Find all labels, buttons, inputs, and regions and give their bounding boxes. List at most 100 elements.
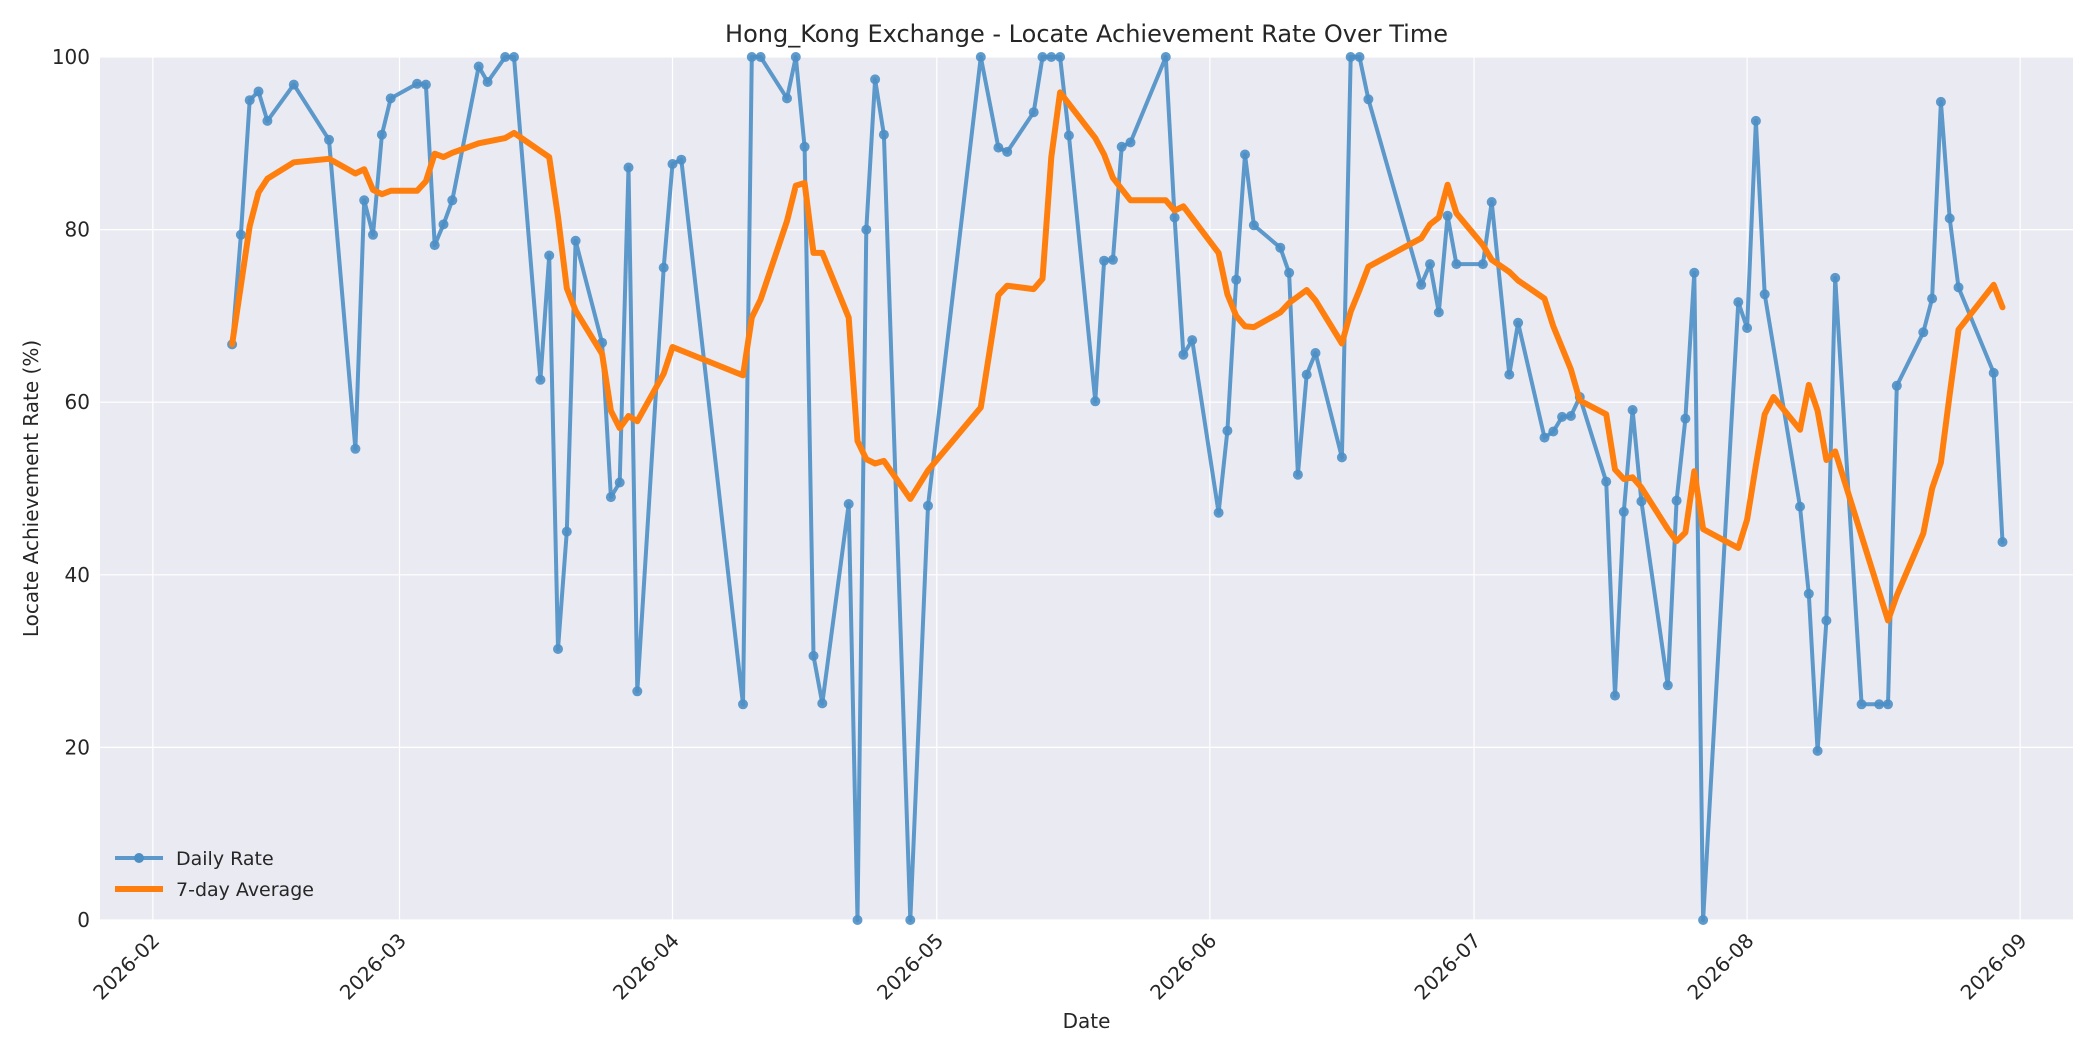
data-point [1918, 327, 1929, 338]
data-point [1680, 413, 1691, 424]
data-point [852, 915, 863, 925]
y-tick-label: 100 [52, 45, 90, 69]
data-point [1662, 680, 1673, 691]
data-point [1733, 297, 1744, 308]
data-point [1689, 267, 1700, 278]
legend-label: Daily Rate [176, 848, 274, 870]
data-point [376, 129, 387, 140]
data-point [1565, 411, 1576, 421]
data-point [1803, 588, 1814, 599]
data-point [1213, 507, 1224, 518]
data-point [561, 526, 572, 537]
data-point [1601, 476, 1612, 487]
data-point [975, 52, 986, 62]
data-point [447, 195, 458, 206]
data-point [438, 219, 449, 230]
data-point [1750, 115, 1761, 126]
data-point [1099, 255, 1110, 266]
series-daily-rate [227, 52, 2008, 925]
data-point [482, 77, 493, 87]
data-point [1442, 210, 1453, 221]
series-seven-day-average [229, 89, 2006, 624]
data-point [350, 443, 361, 454]
data-point [1231, 274, 1242, 285]
data-point [385, 93, 396, 104]
series-line [230, 55, 2005, 922]
data-point [1812, 745, 1823, 756]
data-point [544, 250, 555, 261]
data-point [782, 93, 792, 104]
data-point [1310, 348, 1321, 358]
data-point [1354, 52, 1365, 62]
legend-item: 7-day Average [115, 879, 314, 901]
data-point [324, 134, 334, 145]
series-line [229, 89, 2006, 624]
data-point [1953, 282, 1964, 293]
data-point [1416, 279, 1427, 290]
data-point [808, 650, 819, 661]
data-point [235, 229, 246, 240]
data-point [755, 52, 766, 62]
data-point [1610, 690, 1620, 701]
data-point [1548, 426, 1559, 437]
data-point [1292, 469, 1303, 480]
data-point [1187, 335, 1198, 346]
data-point [1275, 242, 1286, 253]
data-point [1301, 369, 1312, 380]
data-point [993, 142, 1004, 153]
data-point [1856, 699, 1867, 710]
data-point [473, 61, 484, 72]
data-point [790, 52, 801, 62]
data-point [1160, 52, 1171, 62]
data-point [1477, 259, 1488, 270]
y-tick-label: 20 [65, 735, 90, 759]
data-point [500, 52, 511, 62]
data-point [1028, 107, 1039, 118]
data-point [817, 698, 828, 709]
data-point [861, 224, 872, 235]
y-tick-label: 40 [65, 563, 90, 587]
data-point [244, 95, 255, 106]
data-point [1997, 537, 2008, 547]
data-point [1874, 699, 1885, 710]
data-point [1927, 293, 1938, 304]
data-point [738, 699, 748, 710]
series-layer [227, 52, 2008, 925]
data-point [359, 195, 370, 206]
data-point [1178, 349, 1189, 360]
data-point [843, 499, 854, 509]
data-point [878, 129, 889, 140]
legend-item: Daily Rate [115, 848, 274, 870]
data-point [1935, 96, 1946, 107]
data-point [1539, 432, 1550, 443]
data-point [1883, 699, 1893, 710]
grid-lines [100, 56, 2073, 921]
data-point [614, 477, 625, 488]
data-point [1222, 425, 1233, 436]
data-point [1284, 267, 1295, 278]
data-point [623, 162, 634, 173]
data-point [262, 115, 273, 126]
data-point [429, 240, 440, 251]
data-point [1486, 197, 1497, 207]
data-point [1345, 52, 1356, 62]
data-point [870, 74, 881, 85]
data-point [1002, 146, 1013, 157]
data-point [1513, 317, 1524, 328]
data-point [676, 154, 687, 165]
data-point [288, 79, 299, 90]
data-point [535, 374, 546, 385]
data-point [1557, 411, 1568, 422]
data-point [1636, 496, 1647, 507]
data-point [1336, 452, 1347, 463]
data-point [1627, 405, 1638, 415]
data-point [1169, 212, 1180, 223]
data-point [553, 644, 563, 654]
y-tick-label: 0 [77, 908, 90, 932]
data-point [1891, 380, 1902, 391]
data-point [799, 141, 810, 152]
data-point [632, 686, 643, 697]
data-point [658, 262, 669, 273]
y-axis-label: Locate Achievement Rate (%) [19, 340, 43, 637]
data-point [923, 500, 933, 511]
